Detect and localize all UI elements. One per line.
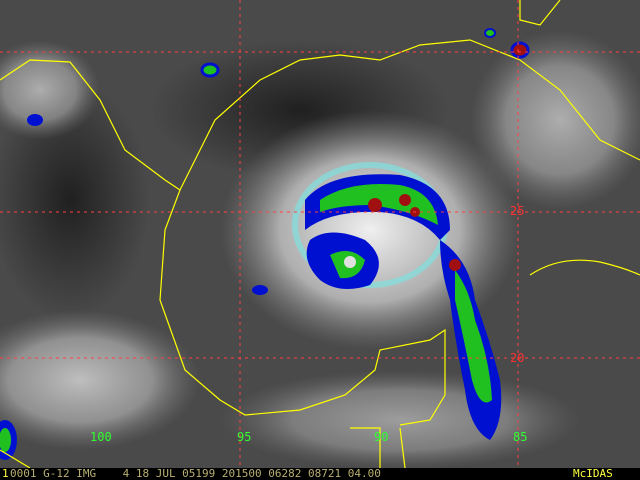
latitude-label-20: 20 <box>510 351 525 365</box>
small-convection-cells <box>0 28 530 460</box>
image-info: 0001 G-12 IMG 4 18 JUL 05199 201500 0628… <box>10 467 381 480</box>
mcidas-logo: McIDAS <box>573 467 613 480</box>
longitude-label-90: 90 <box>374 430 389 444</box>
latitude-label-25: 25 <box>510 204 525 218</box>
longitude-label-85: 85 <box>513 430 528 444</box>
longitude-label-95: 95 <box>237 430 252 444</box>
lat-lon-grid <box>0 0 640 468</box>
frame-number: 1 <box>2 467 9 480</box>
infrared-imagery <box>0 0 640 468</box>
longitude-label-100: 100 <box>90 430 112 444</box>
status-bar: 1 0001 G-12 IMG 4 18 JUL 05199 201500 06… <box>0 468 640 480</box>
hurricane <box>220 110 520 440</box>
